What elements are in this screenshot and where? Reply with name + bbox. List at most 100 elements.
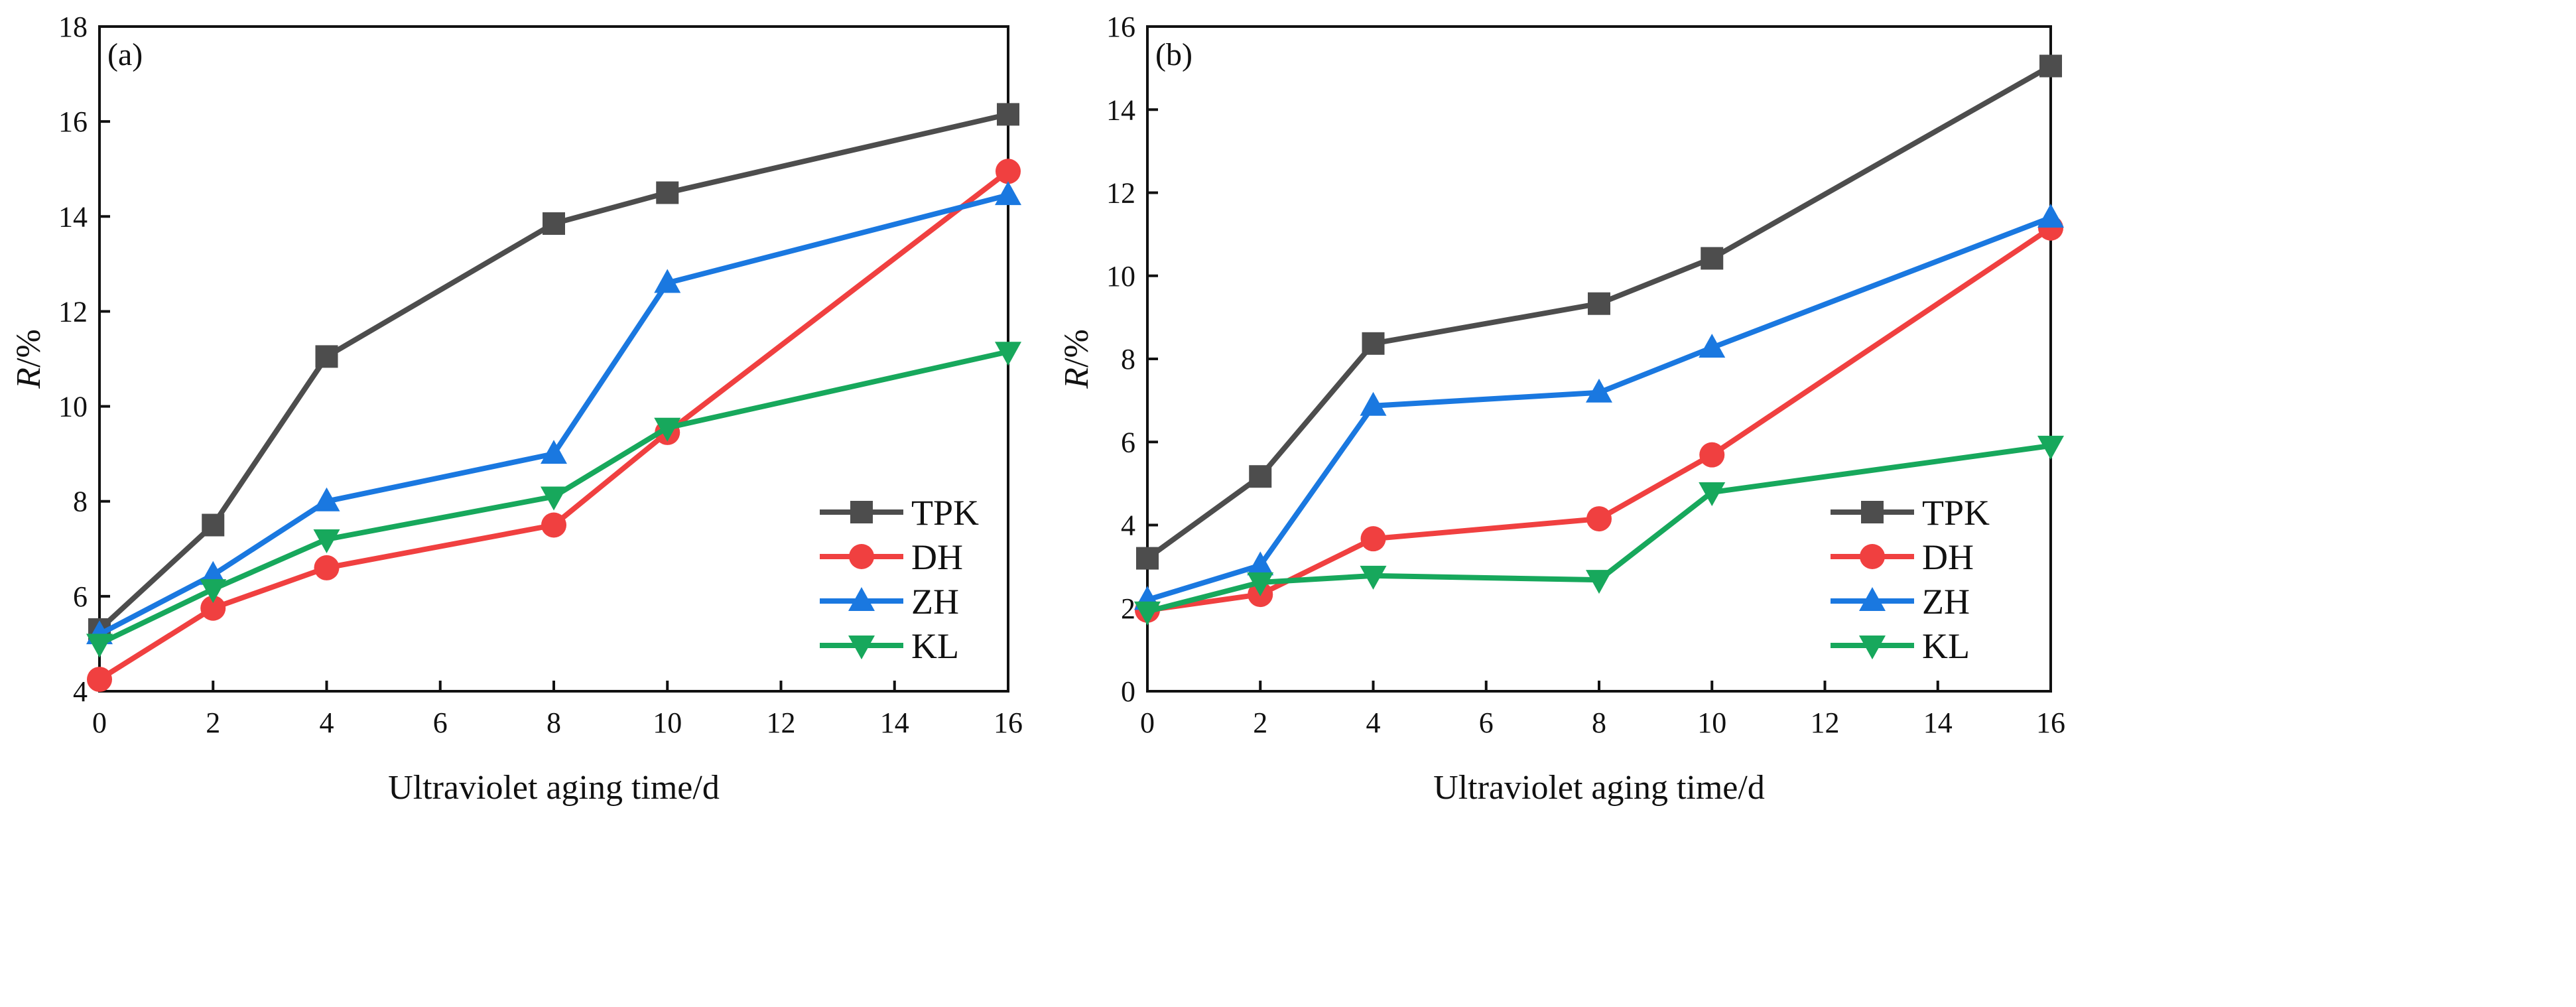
kl-line [1147,442,2051,614]
panel-b: 0 2 4 6 8 10 12 14 16 0 2 4 6 8 10 12 14 16 (b) Ultraviolet… [1058,11,2065,807]
kl-point [1360,565,1387,590]
kl-point [200,579,227,604]
tpk-point [202,513,225,537]
legend-item-dh: DH [820,537,963,577]
legend-item-kl: KL [1831,626,1970,666]
x-axis-label: Ultraviolet aging time/d [1433,769,1765,807]
tpk-point [656,181,679,204]
tpk-point [997,103,1019,126]
y-tick-label: 6 [1121,426,1135,458]
y-tick-label: 10 [58,391,88,423]
x-tick-label: 10 [653,706,682,739]
legend-marker [848,636,875,659]
dh-point [87,667,112,693]
legend-label: ZH [911,582,959,622]
legend-label: KL [911,626,959,666]
y-axis-label: R/% [10,329,48,389]
x-tick-label: 2 [1253,706,1267,739]
legend-label: ZH [1922,582,1970,622]
y-axis-label-italic: R [10,368,48,389]
legend-label: DH [911,537,963,577]
dh-point [314,555,340,580]
zh-point [654,269,681,293]
x-axis-label: Ultraviolet aging time/d [388,769,720,807]
dh-point [1360,526,1386,552]
x-tick-label: 6 [433,706,448,739]
legend-item-tpk: TPK [820,493,979,533]
series-kl [1134,435,2064,626]
tpk-point [315,345,338,368]
x-tick-label: 6 [1479,706,1494,739]
legend-marker [849,544,874,569]
tpk-line [1145,64,2052,561]
series-dh [87,159,1021,693]
x-tick-label: 14 [880,706,909,739]
kl-line [98,349,1009,647]
x-tick-label: 4 [1366,706,1381,739]
dh-line [97,169,1010,682]
x-tick-label: 2 [206,706,220,739]
tpk-point [1362,332,1385,355]
series-zh [86,181,1021,645]
kl-point [995,342,1021,366]
y-tick-label: 2 [1121,592,1135,625]
dh-point [1699,442,1725,468]
legend-label: KL [1922,626,1970,666]
dh-point [200,595,226,621]
kl-point [313,529,340,553]
x-tick-label: 10 [1697,706,1726,739]
x-tick-label: 0 [92,706,107,739]
y-tick-label: 14 [58,200,88,233]
kl-point [2037,435,2064,460]
legend-marker [1859,636,1886,659]
y-tick-label: 8 [1121,343,1135,375]
x-tick-label: 14 [1923,706,1953,739]
legend-marker [1861,501,1884,523]
legend-marker [850,501,873,523]
kl-point [1699,482,1726,507]
zh-point [1360,391,1387,416]
legend-marker [1859,587,1886,611]
x-tick-label: 4 [320,706,334,739]
legend-label: TPK [1922,493,1990,533]
tpk-point [2039,54,2062,78]
y-axis-label-unit: /% [1058,329,1096,368]
legend-item-tpk: TPK [1831,493,1990,533]
tpk-point [1588,292,1610,315]
x-tick-label: 0 [1140,706,1155,739]
zh-point [541,440,567,464]
zh-point [313,487,340,511]
legend-item-dh: DH [1831,537,1974,577]
zh-point [1586,378,1612,403]
legend-marker [1860,544,1885,569]
tpk-point [1701,247,1724,270]
x-tick-label: 16 [2036,706,2065,739]
kl-point [654,417,681,442]
y-tick-label: 8 [73,486,88,518]
zh-point [1247,551,1274,576]
x-tick-label: 12 [1811,706,1840,739]
tpk-point [1136,547,1159,570]
kl-point [86,634,113,658]
tpk-point [543,212,565,235]
x-tick-label: 8 [1592,706,1606,739]
series-tpk [88,103,1019,641]
kl-point [541,486,567,511]
y-tick-label: 14 [1106,94,1135,126]
y-tick-label: 4 [73,675,88,708]
kl-point [1134,601,1161,626]
zh-line [98,192,1009,637]
y-axis-label: R/% [1058,329,1096,389]
legend-item-zh: ZH [1831,582,1970,622]
panel-a: 0 2 4 6 8 10 12 14 16 4 6 8 10 12 14 16 18 (a) Ultraviolet… [10,11,1023,807]
zh-line [1146,215,2052,603]
kl-point [1247,572,1274,596]
tpk-line [97,111,1009,632]
tpk-point [1249,465,1272,488]
x-tick-label: 16 [994,706,1023,739]
zh-point [2037,204,2064,228]
dh-point [996,159,1021,184]
panel-label: (b) [1155,37,1192,72]
legend-marker [848,587,875,611]
